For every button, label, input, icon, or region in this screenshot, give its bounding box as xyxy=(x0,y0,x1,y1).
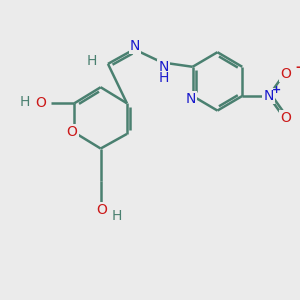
Text: +: + xyxy=(272,85,281,94)
Text: N: N xyxy=(186,92,196,106)
Text: O: O xyxy=(97,203,107,217)
Text: H: H xyxy=(112,209,122,223)
Text: H: H xyxy=(158,71,169,85)
Text: O: O xyxy=(280,111,291,125)
Text: N: N xyxy=(263,89,274,103)
Text: N: N xyxy=(158,60,169,74)
Text: H: H xyxy=(87,54,97,68)
Text: N: N xyxy=(130,39,140,53)
Text: H: H xyxy=(20,95,30,109)
Text: O: O xyxy=(35,96,46,110)
Text: -: - xyxy=(295,61,300,74)
Text: O: O xyxy=(67,125,77,140)
Text: O: O xyxy=(280,67,291,81)
